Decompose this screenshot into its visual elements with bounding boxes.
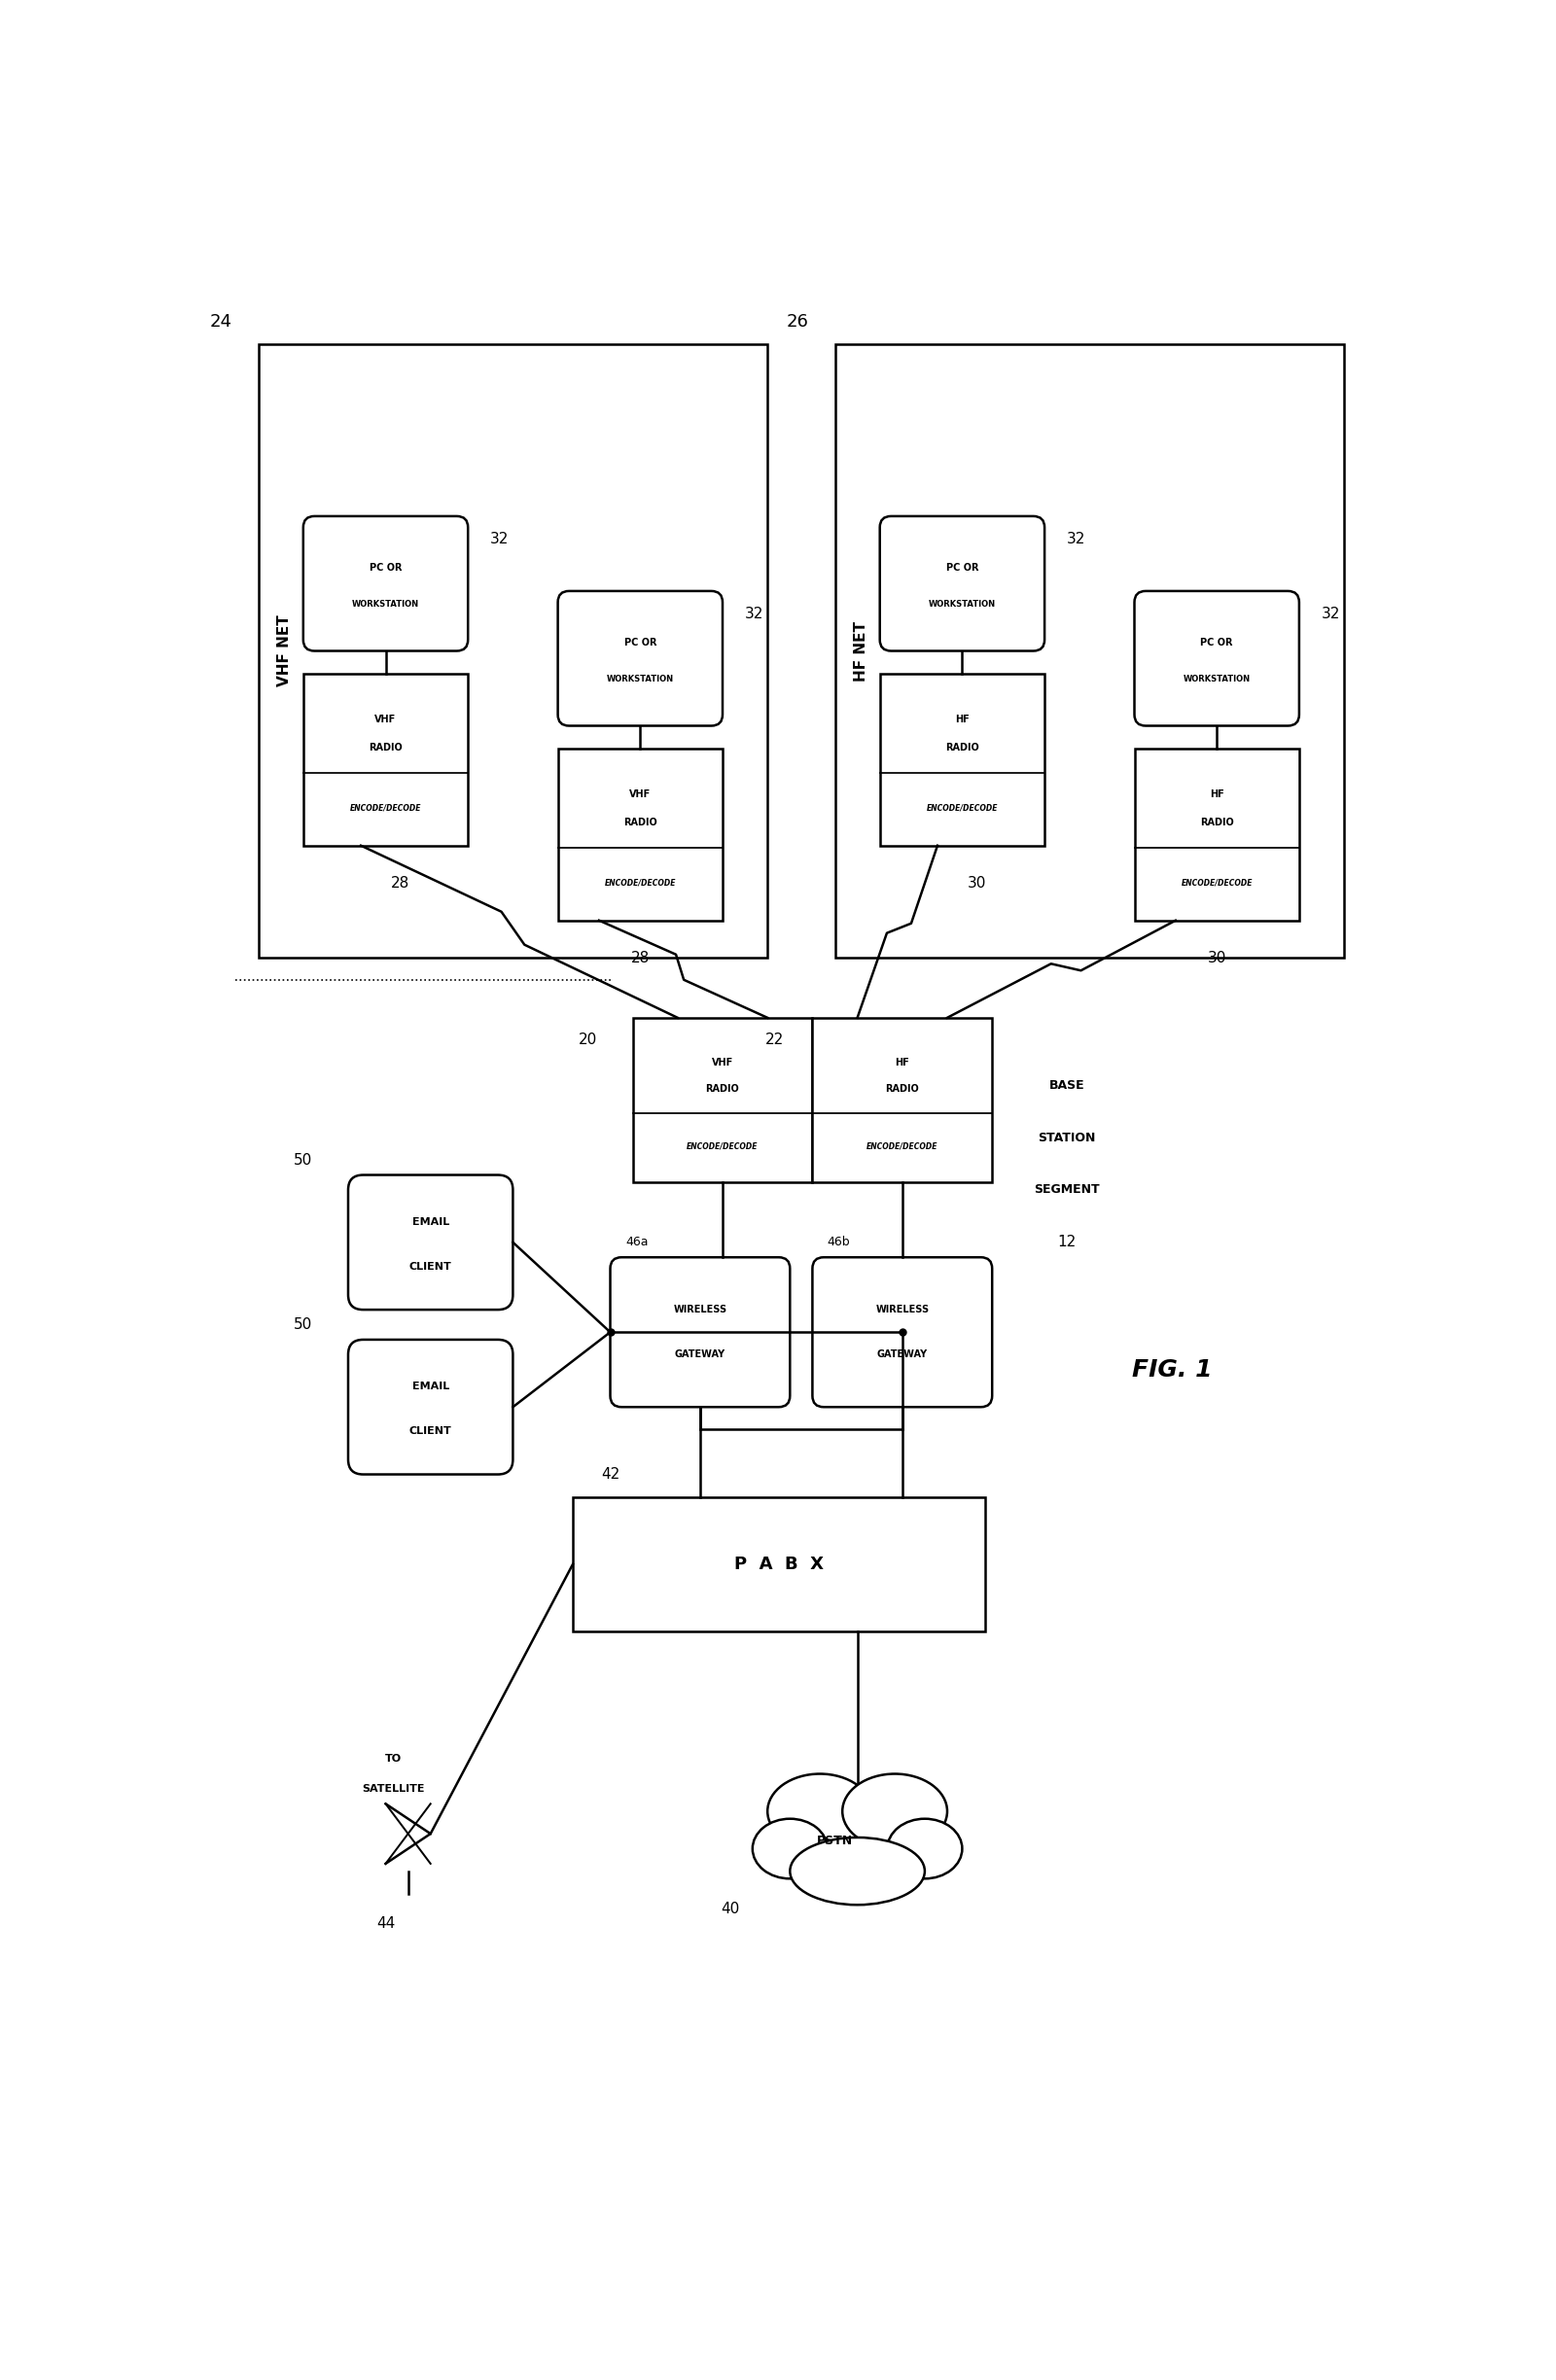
Text: WORKSTATION: WORKSTATION	[352, 600, 419, 609]
Text: WIRELESS: WIRELESS	[876, 1304, 929, 1314]
Text: 42: 42	[601, 1466, 619, 1483]
Text: TO: TO	[384, 1754, 401, 1764]
Text: ENCODE/DECODE: ENCODE/DECODE	[867, 1142, 938, 1150]
Text: EMAIL: EMAIL	[412, 1383, 450, 1392]
Text: 50: 50	[294, 1319, 313, 1333]
Text: PC OR: PC OR	[624, 638, 657, 647]
Text: ENCODE/DECODE: ENCODE/DECODE	[926, 804, 997, 812]
Text: 12: 12	[1058, 1235, 1077, 1250]
Text: GATEWAY: GATEWAY	[675, 1349, 725, 1359]
FancyBboxPatch shape	[812, 1257, 993, 1407]
FancyBboxPatch shape	[349, 1176, 513, 1309]
Bar	[879, 674, 1044, 845]
Bar	[836, 345, 1344, 957]
Bar	[812, 1019, 993, 1183]
Text: PSTN: PSTN	[817, 1835, 853, 1847]
Text: 44: 44	[377, 1916, 395, 1930]
Text: RADIO: RADIO	[624, 816, 657, 828]
Text: 22: 22	[766, 1033, 784, 1047]
FancyBboxPatch shape	[1134, 590, 1299, 726]
Text: STATION: STATION	[1038, 1130, 1095, 1145]
Text: VHF: VHF	[711, 1057, 733, 1066]
Text: 26: 26	[786, 312, 809, 331]
Text: P  A  B  X: P A B X	[734, 1557, 823, 1573]
Text: HF NET: HF NET	[854, 621, 868, 681]
Text: 40: 40	[720, 1902, 739, 1916]
Text: 30: 30	[968, 876, 987, 890]
Text: 28: 28	[630, 950, 649, 966]
Text: WORKSTATION: WORKSTATION	[929, 600, 996, 609]
Text: PC OR: PC OR	[369, 562, 401, 571]
Ellipse shape	[753, 1818, 828, 1878]
Text: 30: 30	[1207, 950, 1226, 966]
Text: PC OR: PC OR	[946, 562, 979, 571]
Text: WIRELESS: WIRELESS	[674, 1304, 727, 1314]
Ellipse shape	[842, 1773, 948, 1849]
Text: VHF: VHF	[629, 790, 650, 800]
FancyBboxPatch shape	[303, 516, 468, 650]
Text: SEGMENT: SEGMENT	[1035, 1183, 1100, 1197]
Text: 24: 24	[210, 312, 232, 331]
Text: 32: 32	[1067, 531, 1086, 545]
Text: PC OR: PC OR	[1201, 638, 1232, 647]
Bar	[573, 1497, 985, 1633]
Text: HF: HF	[1209, 790, 1225, 800]
Ellipse shape	[790, 1837, 924, 1904]
Text: BASE: BASE	[1049, 1078, 1085, 1092]
Bar	[633, 1019, 812, 1183]
Text: VHF: VHF	[375, 714, 397, 726]
FancyBboxPatch shape	[559, 590, 722, 726]
Text: ENCODE/DECODE: ENCODE/DECODE	[686, 1142, 758, 1150]
Text: CLIENT: CLIENT	[409, 1426, 451, 1435]
Text: WORKSTATION: WORKSTATION	[607, 674, 674, 683]
Text: ENCODE/DECODE: ENCODE/DECODE	[350, 804, 422, 812]
Text: RADIO: RADIO	[706, 1083, 739, 1092]
Text: RADIO: RADIO	[1200, 816, 1234, 828]
Text: RADIO: RADIO	[885, 1083, 920, 1092]
Text: HF: HF	[955, 714, 969, 726]
Text: RADIO: RADIO	[946, 743, 979, 752]
Bar	[303, 674, 468, 845]
Ellipse shape	[887, 1818, 962, 1878]
FancyBboxPatch shape	[610, 1257, 790, 1407]
Text: FIG. 1: FIG. 1	[1131, 1359, 1212, 1380]
Text: 20: 20	[579, 1033, 598, 1047]
Text: HF: HF	[895, 1057, 909, 1066]
Bar	[559, 747, 722, 921]
Bar	[1134, 747, 1299, 921]
Text: 28: 28	[391, 876, 409, 890]
Text: VHF NET: VHF NET	[277, 614, 293, 688]
Text: SATELLITE: SATELLITE	[361, 1785, 425, 1795]
Text: ENCODE/DECODE: ENCODE/DECODE	[604, 878, 675, 888]
Text: 50: 50	[294, 1152, 313, 1166]
Text: EMAIL: EMAIL	[412, 1216, 450, 1228]
FancyBboxPatch shape	[349, 1340, 513, 1473]
Text: GATEWAY: GATEWAY	[878, 1349, 927, 1359]
Text: 32: 32	[745, 607, 764, 621]
Text: 32: 32	[1321, 607, 1340, 621]
Text: CLIENT: CLIENT	[409, 1261, 451, 1271]
Text: ENCODE/DECODE: ENCODE/DECODE	[1181, 878, 1253, 888]
Text: RADIO: RADIO	[369, 743, 403, 752]
Bar	[258, 345, 767, 957]
Ellipse shape	[767, 1773, 873, 1849]
Text: 46a: 46a	[626, 1235, 647, 1250]
Text: 32: 32	[490, 531, 509, 545]
Text: 46b: 46b	[828, 1235, 851, 1250]
FancyBboxPatch shape	[879, 516, 1044, 650]
Text: WORKSTATION: WORKSTATION	[1183, 674, 1251, 683]
